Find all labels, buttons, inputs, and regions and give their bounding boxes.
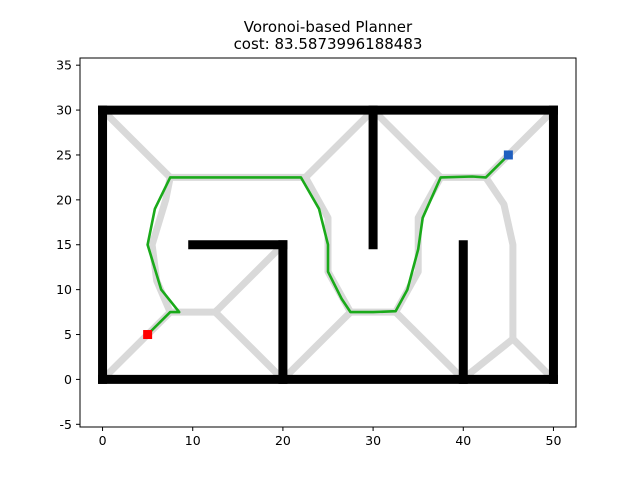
x-tick-label-30: 30: [365, 433, 381, 448]
y-tick-label-0: 0: [64, 372, 72, 387]
voronoi-edge-0: [102, 109, 176, 183]
voronoi-edge-16: [480, 172, 517, 343]
goal-marker: [503, 150, 513, 160]
start-marker: [143, 330, 153, 340]
x-axis-ticks: 0 10 20 30 40 50: [99, 427, 562, 448]
obstacle-walls: [98, 105, 558, 384]
y-tick-label-35: 35: [56, 58, 72, 73]
path-line: [146, 153, 510, 336]
y-tick-label-25: 25: [56, 147, 72, 162]
voronoi-edge-11: [390, 307, 464, 380]
chart-title: Voronoi-based Planner: [244, 18, 413, 36]
x-tick-label-0: 0: [99, 433, 107, 448]
x-tick-label-40: 40: [455, 433, 471, 448]
x-tick-label-20: 20: [275, 433, 291, 448]
voronoi-edge-7: [300, 109, 374, 183]
voronoi-edge-13: [372, 109, 446, 183]
endpoint-markers: [143, 150, 513, 340]
x-tick-label-10: 10: [185, 433, 201, 448]
y-tick-label-5: 5: [64, 327, 72, 342]
y-tick-label--5: -5: [60, 417, 72, 432]
voronoi-edge-3: [210, 244, 284, 318]
y-tick-label-10: 10: [56, 282, 72, 297]
voronoi-edge-4: [210, 307, 284, 380]
y-axis-ticks: -5 0 5 10 15 20 25 30 35: [56, 58, 80, 432]
voronoi-edge-17: [462, 334, 518, 380]
voronoi-edge-18: [507, 334, 554, 380]
y-tick-label-20: 20: [56, 192, 72, 207]
voronoi-edge-9: [282, 307, 356, 380]
planned-path: [146, 153, 510, 336]
y-tick-label-15: 15: [56, 237, 72, 252]
y-tick-label-30: 30: [56, 103, 72, 118]
x-tick-label-50: 50: [546, 433, 562, 448]
chart-subtitle: cost: 83.5873996188483: [234, 35, 423, 53]
plot-frame: [79, 57, 577, 428]
